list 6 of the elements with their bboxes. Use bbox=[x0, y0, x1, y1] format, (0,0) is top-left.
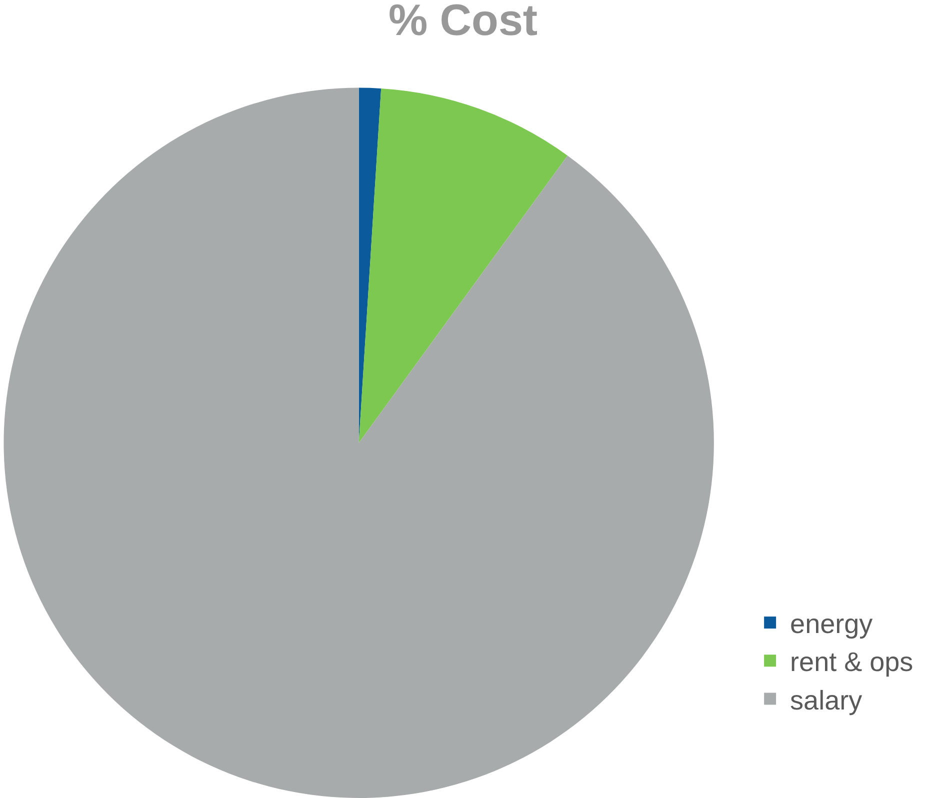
legend-label: rent & ops bbox=[790, 647, 914, 678]
legend-label: energy bbox=[790, 609, 874, 640]
pie-slice bbox=[358, 88, 568, 443]
pie-slice bbox=[4, 88, 714, 798]
legend-label: salary bbox=[790, 685, 863, 716]
chart-title: % Cost bbox=[388, 0, 538, 45]
